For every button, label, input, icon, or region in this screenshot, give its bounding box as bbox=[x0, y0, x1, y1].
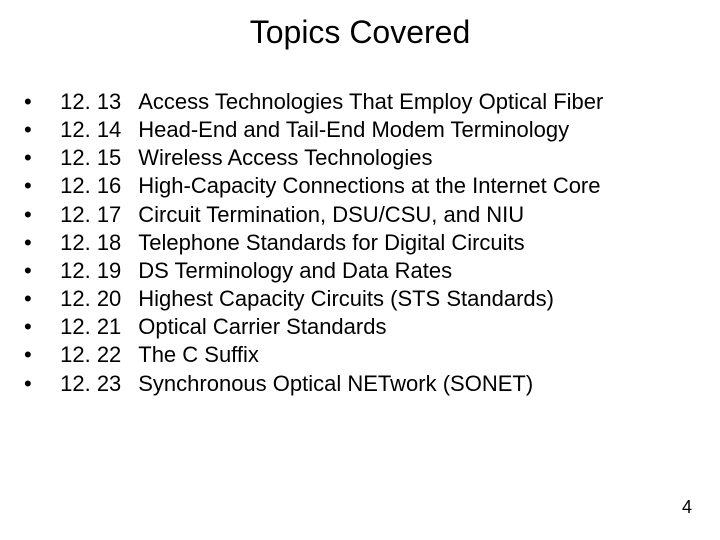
bullet-icon: • bbox=[24, 116, 54, 144]
list-item: • 12. 17 Circuit Termination, DSU/CSU, a… bbox=[24, 201, 603, 229]
item-text: DS Terminology and Data Rates bbox=[138, 257, 452, 285]
bullet-icon: • bbox=[24, 172, 54, 200]
item-text: Optical Carrier Standards bbox=[138, 313, 386, 341]
list-item: • 12. 21 Optical Carrier Standards bbox=[24, 313, 603, 341]
list-item: • 12. 14 Head-End and Tail-End Modem Ter… bbox=[24, 116, 603, 144]
list-item: • 12. 22 The C Suffix bbox=[24, 341, 603, 369]
item-text: Synchronous Optical NETwork (SONET) bbox=[138, 370, 533, 398]
item-number: 12. 20 bbox=[60, 285, 132, 313]
bullet-icon: • bbox=[24, 257, 54, 285]
item-number: 12. 22 bbox=[60, 341, 132, 369]
item-text: Access Technologies That Employ Optical … bbox=[138, 88, 603, 116]
page-number: 4 bbox=[682, 497, 692, 518]
bullet-icon: • bbox=[24, 370, 54, 398]
item-text: Telephone Standards for Digital Circuits bbox=[138, 229, 524, 257]
bullet-icon: • bbox=[24, 88, 54, 116]
item-text: Circuit Termination, DSU/CSU, and NIU bbox=[138, 201, 524, 229]
item-number: 12. 21 bbox=[60, 313, 132, 341]
list-item: • 12. 16 High-Capacity Connections at th… bbox=[24, 172, 603, 200]
item-text: Highest Capacity Circuits (STS Standards… bbox=[138, 285, 554, 313]
item-number: 12. 14 bbox=[60, 116, 132, 144]
item-number: 12. 18 bbox=[60, 229, 132, 257]
bullet-icon: • bbox=[24, 144, 54, 172]
list-item: • 12. 23 Synchronous Optical NETwork (SO… bbox=[24, 370, 603, 398]
list-item: • 12. 19 DS Terminology and Data Rates bbox=[24, 257, 603, 285]
bullet-icon: • bbox=[24, 229, 54, 257]
bullet-icon: • bbox=[24, 285, 54, 313]
item-number: 12. 15 bbox=[60, 144, 132, 172]
item-number: 12. 13 bbox=[60, 88, 132, 116]
item-text: The C Suffix bbox=[138, 341, 259, 369]
list-item: • 12. 15 Wireless Access Technologies bbox=[24, 144, 603, 172]
bullet-icon: • bbox=[24, 201, 54, 229]
slide-title: Topics Covered bbox=[0, 14, 720, 51]
item-text: Wireless Access Technologies bbox=[138, 144, 432, 172]
item-text: Head-End and Tail-End Modem Terminology bbox=[138, 116, 569, 144]
bullet-icon: • bbox=[24, 341, 54, 369]
item-text: High-Capacity Connections at the Interne… bbox=[138, 172, 600, 200]
list-item: • 12. 13 Access Technologies That Employ… bbox=[24, 88, 603, 116]
item-number: 12. 19 bbox=[60, 257, 132, 285]
slide: Topics Covered • 12. 13 Access Technolog… bbox=[0, 0, 720, 540]
topics-list: • 12. 13 Access Technologies That Employ… bbox=[24, 88, 603, 398]
item-number: 12. 16 bbox=[60, 172, 132, 200]
list-item: • 12. 18 Telephone Standards for Digital… bbox=[24, 229, 603, 257]
item-number: 12. 23 bbox=[60, 370, 132, 398]
item-number: 12. 17 bbox=[60, 201, 132, 229]
list-item: • 12. 20 Highest Capacity Circuits (STS … bbox=[24, 285, 603, 313]
bullet-icon: • bbox=[24, 313, 54, 341]
